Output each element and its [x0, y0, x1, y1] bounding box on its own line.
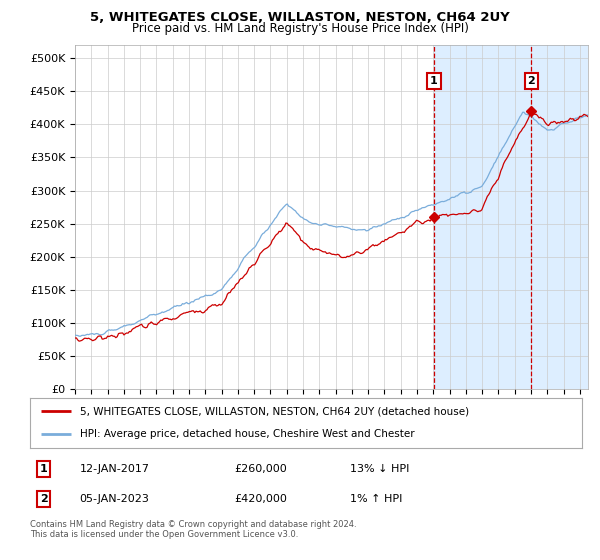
Text: 1: 1: [40, 464, 47, 474]
Text: 5, WHITEGATES CLOSE, WILLASTON, NESTON, CH64 2UY: 5, WHITEGATES CLOSE, WILLASTON, NESTON, …: [90, 11, 510, 24]
Text: 1: 1: [430, 76, 438, 86]
Text: 5, WHITEGATES CLOSE, WILLASTON, NESTON, CH64 2UY (detached house): 5, WHITEGATES CLOSE, WILLASTON, NESTON, …: [80, 406, 469, 416]
Bar: [434, 45, 588, 389]
Text: 2: 2: [40, 494, 47, 504]
Text: 12-JAN-2017: 12-JAN-2017: [80, 464, 149, 474]
Text: 13% ↓ HPI: 13% ↓ HPI: [350, 464, 410, 474]
Text: £260,000: £260,000: [234, 464, 287, 474]
Text: Price paid vs. HM Land Registry's House Price Index (HPI): Price paid vs. HM Land Registry's House …: [131, 22, 469, 35]
Text: £420,000: £420,000: [234, 494, 287, 504]
Text: 05-JAN-2023: 05-JAN-2023: [80, 494, 149, 504]
Bar: [532, 45, 588, 389]
Text: HPI: Average price, detached house, Cheshire West and Chester: HPI: Average price, detached house, Ches…: [80, 430, 415, 440]
Text: 2: 2: [527, 76, 535, 86]
Text: Contains HM Land Registry data © Crown copyright and database right 2024.
This d: Contains HM Land Registry data © Crown c…: [30, 520, 356, 539]
Text: 1% ↑ HPI: 1% ↑ HPI: [350, 494, 403, 504]
